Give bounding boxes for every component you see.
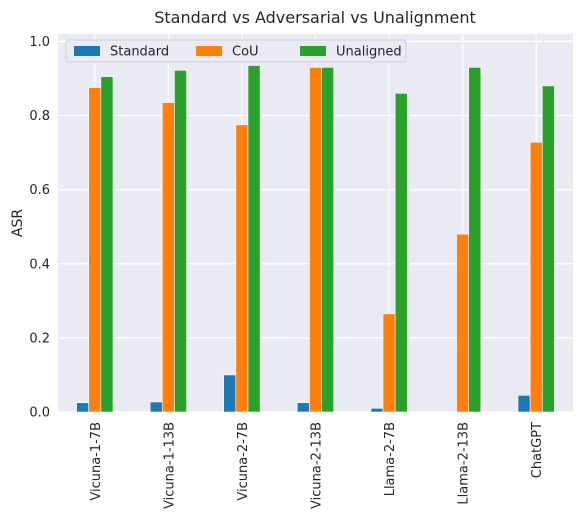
y-axis-label: ASR [10,209,26,237]
y-tick-label: 0.0 [29,406,50,421]
bar-standard-6 [517,395,531,413]
x-ticks: Vicuna-1-7B Vicuna-1-13B Vicuna-2-7B Vicuna… [89,422,545,509]
bar-standard-3 [296,402,310,413]
x-tick-label: Vicuna-2-13B [310,422,325,509]
bar-unaligned-2 [247,65,261,413]
chart-title: Standard vs Adversarial vs Unalignment [154,8,476,27]
bar-cou-3 [309,67,322,413]
bar-unaligned-1 [174,70,187,413]
legend-swatch-standard [74,46,100,56]
bar-cou-4 [382,313,396,413]
bar-cou-1 [161,102,175,413]
bar-cou-2 [235,124,249,413]
bar-cou-6 [529,141,543,413]
y-tick-label: 0.4 [29,257,50,272]
legend-box [65,39,407,63]
y-tick-label: 1.0 [29,35,50,50]
bar-cou-5 [456,233,470,413]
bar-standard-4 [370,407,384,413]
x-tick-label: Vicuna-1-13B [162,422,177,509]
bar-unaligned-6 [541,85,555,413]
bar-standard-2 [223,374,237,413]
bar-unaligned-4 [394,92,408,413]
legend-label-unaligned: Unaligned [336,45,402,60]
x-tick-label: Vicuna-1-7B [89,422,104,501]
bar-unaligned-3 [321,67,335,413]
y-tick-label: 0.8 [29,109,50,124]
legend-label-standard: Standard [110,45,169,60]
bar-standard-0 [76,402,90,413]
y-tick-label: 0.6 [29,183,50,198]
x-tick-label: Llama-2-13B [457,422,472,505]
bar-standard-1 [149,401,163,413]
y-tick-label: 0.2 [29,331,50,346]
legend-swatch-unaligned [300,46,326,56]
bar-unaligned-5 [468,67,482,413]
legend-label-cou: CoU [232,45,259,60]
legend: Standard CoU Unaligned [65,39,407,63]
bar-unaligned-0 [100,76,114,413]
x-tick-label: Vicuna-2-7B [236,422,251,501]
y-ticks: 0.0 0.2 0.4 0.6 0.8 1.0 [29,35,50,421]
bar-cou-0 [88,87,102,413]
x-tick-label: Llama-2-7B [383,422,398,496]
legend-swatch-cou [196,46,222,56]
x-tick-label: ChatGPT [530,422,545,478]
bars [76,65,555,413]
